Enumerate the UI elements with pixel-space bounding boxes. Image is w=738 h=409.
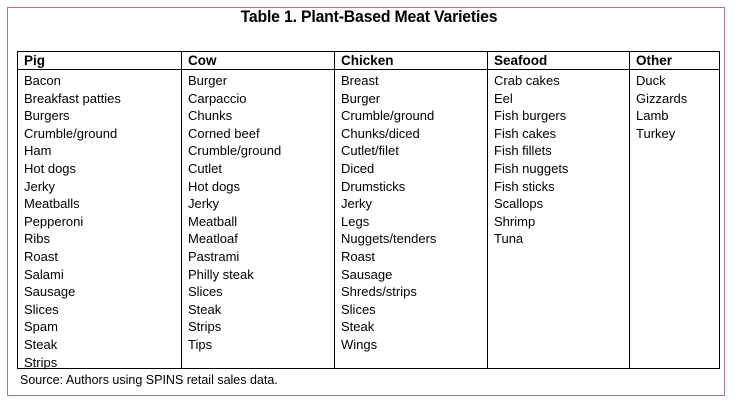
table-cell: Cutlet/filet (341, 143, 399, 159)
table-cell: Hot dogs (188, 178, 241, 194)
table-cell: Gizzards (636, 90, 688, 106)
table-title: Table 1. Plant-Based Meat Varieties (240, 7, 498, 26)
table-cell: Meatballs (24, 196, 80, 212)
column-items-pig: Bacon Breakfast patties Burgers Crumble/gro… (18, 70, 181, 371)
table-cell: Meatball (188, 213, 238, 229)
table-cell: Salami (24, 266, 64, 282)
table-cell: Slices (341, 301, 376, 317)
table-cell: Diced (341, 160, 375, 176)
table-cell: Burger (341, 90, 381, 106)
table-cell: Fish fillets (494, 143, 552, 159)
varieties-table: Pig Bacon Breakfast patties Burgers Crumble… (17, 51, 720, 371)
column-items-chicken: Breast Burger Crumble/ground Chunks/diced Cu… (335, 70, 487, 354)
table-cell: Shrimp (494, 213, 536, 229)
table-cell: Legs (341, 213, 370, 229)
table-cell: Roast (24, 248, 58, 264)
column-seafood: Seafood Crab cakes Eel Fish burgers Fish ca… (488, 52, 630, 368)
column-header-other: Other (630, 52, 719, 70)
table-cell: Steak (24, 336, 58, 352)
table-cell: Crumble/ground (188, 143, 282, 159)
table-cell: Ribs (24, 231, 51, 247)
table-cell: Fish nuggets (494, 160, 569, 176)
table-cell: Cutlet (188, 160, 222, 176)
table-cell: Breast (341, 73, 379, 88)
table-cell: Shreds/strips (341, 284, 417, 300)
table-cell: Wings (341, 336, 378, 352)
table-cell: Ham (24, 143, 52, 159)
table-cell: Jerky (188, 196, 220, 212)
table-cell: Pastrami (188, 248, 240, 264)
table-cell: Steak (341, 319, 375, 335)
table-cell: Slices (24, 301, 59, 317)
column-chicken: Chicken Breast Burger Crumble/ground Chunks… (335, 52, 488, 368)
table-cell: Crumble/ground (341, 108, 435, 124)
column-items-other: Duck Gizzards Lamb Turkey (630, 70, 719, 142)
column-items-cow: Burger Carpaccio Chunks Corned beef Crumble/… (182, 70, 334, 354)
table-cell: Bacon (24, 73, 61, 88)
table-cell: Burgers (24, 108, 70, 124)
table-cell: Strips (188, 319, 222, 335)
column-header-chicken: Chicken (335, 52, 487, 70)
table-frame (7, 7, 725, 396)
source-note: Source: Authors using SPINS retail sales… (20, 373, 278, 387)
table-cell: Hot dogs (24, 160, 77, 176)
table-cell: Pepperoni (24, 213, 84, 229)
table-cell: Crumble/ground (24, 125, 118, 141)
table-cell: Tips (188, 336, 213, 352)
table-cell: Jerky (24, 178, 56, 194)
table-cell: Turkey (636, 125, 676, 141)
table-cell: Carpaccio (188, 90, 247, 106)
table-cell: Sausage (341, 266, 393, 282)
table-cell: Meatloaf (188, 231, 238, 247)
table-cell: Chunks (188, 108, 233, 124)
table-cell: Spam (24, 319, 58, 335)
table-cell: Fish cakes (494, 125, 557, 141)
table-cell: Slices (188, 284, 223, 300)
table-cell: Drumsticks (341, 178, 406, 194)
table-cell: Sausage (24, 284, 76, 300)
table-cell: Jerky (341, 196, 373, 212)
column-other: Other Duck Gizzards Lamb Turkey (630, 52, 719, 368)
column-items-seafood: Crab cakes Eel Fish burgers Fish cakes Fish … (488, 70, 629, 248)
table-cell: Breakfast patties (24, 90, 121, 106)
table-cell: Burger (188, 73, 228, 88)
table-cell: Corned beef (188, 125, 260, 141)
table-cell: Fish burgers (494, 108, 567, 124)
column-header-seafood: Seafood (488, 52, 629, 70)
table-cell: Scallops (494, 196, 544, 212)
column-header-cow: Cow (182, 52, 334, 70)
table-cell: Chunks/diced (341, 125, 420, 141)
column-pig: Pig Bacon Breakfast patties Burgers Crumble… (18, 52, 182, 371)
table-cell: Tuna (494, 231, 524, 247)
column-cow: Cow Burger Carpaccio Chunks Corned beef Crum… (182, 52, 335, 368)
table-cell: Fish sticks (494, 178, 555, 194)
table-cell: Strips (24, 354, 58, 370)
table-cell: Philly steak (188, 266, 254, 282)
table-cell: Steak (188, 301, 222, 317)
table-cell: Duck (636, 73, 666, 88)
table-cell: Nuggets/tenders (341, 231, 437, 247)
table-cell: Eel (494, 90, 513, 106)
column-header-pig: Pig (18, 52, 181, 70)
table-cell: Crab cakes (494, 73, 560, 88)
table-cell: Roast (341, 248, 375, 264)
table-cell: Lamb (636, 108, 669, 124)
